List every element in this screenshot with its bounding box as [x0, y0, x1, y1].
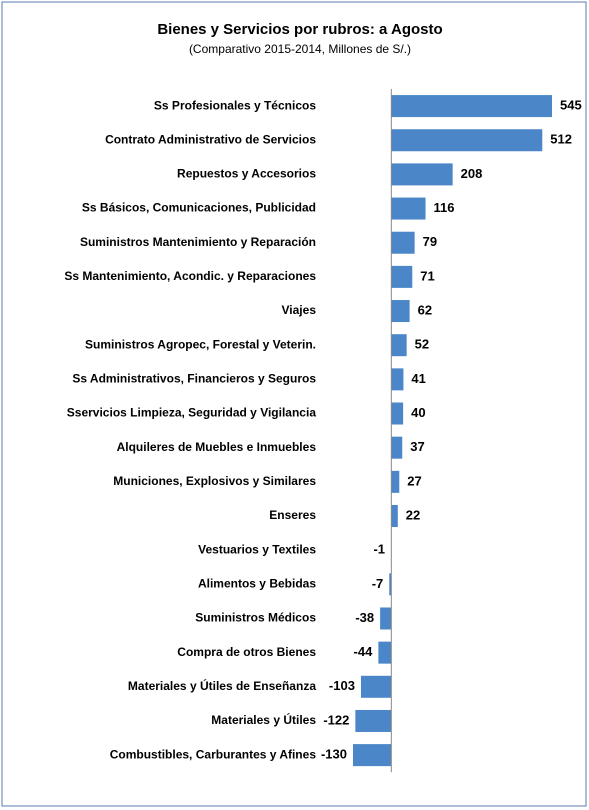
value-label: -122 — [323, 712, 349, 727]
chart-title: Bienes y Servicios por rubros: a Agosto — [157, 21, 442, 38]
bar — [391, 505, 398, 527]
category-label: Contrato Administrativo de Servicios — [105, 132, 316, 146]
bar — [378, 641, 392, 664]
value-label: -1 — [373, 542, 385, 557]
category-label: Suministros Agropec, Forestal y Veterin. — [85, 337, 316, 351]
value-label: -103 — [329, 678, 355, 693]
bar — [391, 265, 413, 288]
bar — [389, 573, 392, 596]
value-label: -130 — [321, 747, 347, 762]
category-label: Enseres — [269, 508, 316, 522]
bar — [391, 129, 543, 152]
bar — [380, 607, 392, 630]
value-label: 116 — [434, 200, 455, 215]
bar — [391, 402, 404, 425]
category-label: Ss Administrativos, Financieros y Seguro… — [72, 372, 316, 386]
bar — [391, 334, 407, 357]
bar — [355, 709, 392, 732]
category-label: Compra de otros Bienes — [177, 645, 316, 659]
value-label: 208 — [461, 166, 483, 181]
value-label: 27 — [407, 473, 421, 488]
bar — [391, 95, 552, 118]
category-label: Sservicios Limpieza, Seguridad y Vigilan… — [67, 406, 317, 420]
category-label: Suministros Mantenimiento y Reparación — [80, 235, 316, 249]
value-label: 40 — [411, 405, 425, 420]
value-label: -7 — [372, 576, 384, 591]
bar — [391, 197, 426, 220]
bar — [353, 744, 392, 767]
category-label: Viajes — [282, 303, 317, 317]
category-label: Combustibles, Carburantes y Afines — [110, 747, 317, 761]
value-label: 71 — [420, 268, 434, 283]
value-label: 512 — [550, 132, 572, 147]
value-label: -44 — [354, 644, 374, 659]
value-label: 79 — [423, 234, 437, 249]
value-label: 545 — [560, 98, 582, 113]
category-label: Vestuarios y Textiles — [198, 542, 316, 556]
value-label: -38 — [355, 610, 374, 625]
bar — [391, 163, 453, 186]
value-label: 52 — [415, 337, 429, 352]
bar — [391, 470, 400, 493]
category-label: Materiales y Útiles de Enseñanza — [128, 678, 316, 693]
value-label: 37 — [410, 439, 424, 454]
chart-subtitle: (Comparativo 2015-2014, Millones de S/.) — [189, 42, 411, 56]
category-label: Repuestos y Accesorios — [177, 167, 316, 181]
value-label: 41 — [411, 371, 425, 386]
bar — [391, 300, 410, 323]
bar — [391, 436, 403, 459]
value-label: 62 — [418, 302, 432, 317]
bar — [391, 231, 415, 254]
bar — [360, 675, 392, 698]
category-label: Ss Mantenimiento, Acondic. y Reparacione… — [64, 269, 316, 283]
category-label: Alquileres de Muebles e Inmuebles — [117, 440, 317, 454]
category-label: Materiales y Útiles — [211, 712, 316, 727]
value-label: 22 — [406, 507, 420, 522]
category-label: Suministros Médicos — [195, 611, 316, 625]
category-label: Ss Profesionales y Técnicos — [154, 98, 316, 112]
bar — [391, 368, 404, 391]
category-label: Municiones, Explosivos y Similares — [113, 474, 316, 488]
category-label: Ss Básicos, Comunicaciones, Publicidad — [82, 201, 316, 215]
category-label: Alimentos y Bebidas — [198, 576, 316, 590]
